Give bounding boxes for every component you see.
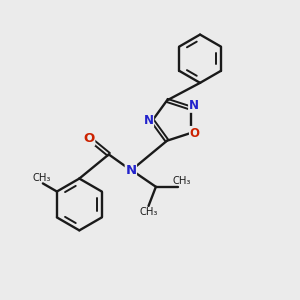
Text: O: O xyxy=(83,132,95,145)
Text: CH₃: CH₃ xyxy=(32,172,51,182)
Text: N: N xyxy=(143,114,154,127)
Text: O: O xyxy=(190,127,200,140)
Text: CH₃: CH₃ xyxy=(139,207,158,218)
Text: N: N xyxy=(125,164,136,177)
Text: N: N xyxy=(189,99,199,112)
Text: CH₃: CH₃ xyxy=(172,176,191,186)
